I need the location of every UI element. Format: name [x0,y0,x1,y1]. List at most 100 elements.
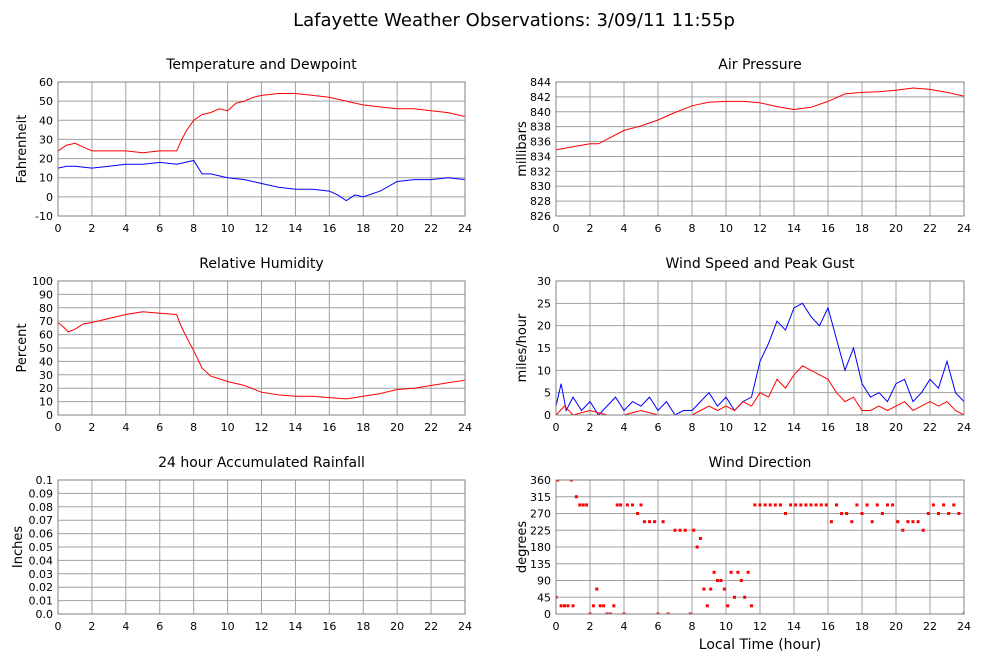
wind-direction-title: Wind Direction [709,455,812,471]
wind-direction-point [750,604,753,608]
wind-direction-point [702,587,706,591]
wind-speed-series-group [556,302,964,415]
rainfall-xtick-label: 10 [221,620,235,633]
pressure-ytick-label: 832 [530,165,551,178]
wind-direction-point [639,503,643,507]
wind-direction-point [829,520,833,524]
wind-direction-point [605,612,609,614]
wind-direction-point [778,503,782,507]
wind-direction-point [952,503,956,507]
wind-direction-point [571,604,575,608]
pressure-ytick-label: 826 [530,210,551,223]
wind-direction-point [845,512,849,515]
rainfall-y-axis-label: Inches [11,526,26,568]
wind-direction-xtick-label: 0 [553,620,560,633]
wind-direction-point [612,604,616,608]
wind-direction-point [753,503,757,507]
wind-direction-point [824,503,828,507]
wind-speed-ytick-label: 10 [537,364,551,377]
humidity-ytick-label: 20 [39,382,53,395]
wind-direction-point [758,503,762,507]
wind-direction-point [875,503,879,507]
rainfall-ytick-label: 0.01 [29,595,54,608]
wind-direction-point [736,570,740,574]
rainfall-xtick-label: 2 [88,620,95,633]
wind-speed-series-blue [556,302,964,415]
temperature-ytick-label: 30 [39,133,53,146]
pressure-xtick-label: 18 [855,222,869,235]
temperature-title: Temperature and Dewpoint [165,57,357,73]
wind-direction-point [578,503,582,507]
wind-direction-point [656,612,660,614]
temperature-y-axis-label: Fahrenheit [15,115,30,184]
pressure-tick-labels: 0 2 4 6 8 10 12 14 16 18 20 22 248268288308328348368… [530,76,971,235]
wind-direction-point [901,528,905,532]
wind-direction-point [636,512,640,515]
temperature-ytick-label: 0 [46,191,53,204]
pressure-xtick-label: 2 [587,222,594,235]
humidity-title: Relative Humidity [199,256,323,272]
wind-direction-point [746,570,750,574]
wind-direction-xtick-label: 12 [753,620,767,633]
rainfall-xtick-label: 4 [122,620,129,633]
wind-direction-point [804,503,808,507]
wind-direction-xtick-label: 8 [689,620,696,633]
wind-direction-point [729,570,733,574]
humidity-xtick-label: 24 [458,421,472,434]
rainfall-xtick-label: 16 [322,620,336,633]
rainfall-xtick-label: 14 [288,620,302,633]
wind-speed-ytick-label: 15 [537,342,551,355]
humidity-ytick-label: 10 [39,396,53,409]
pressure-xtick-label: 24 [957,222,971,235]
rainfall-title: 24 hour Accumulated Rainfall [158,455,365,471]
humidity-series-group [58,311,465,400]
wind-direction-point [581,503,585,507]
wind-direction-point [840,512,844,515]
temperature-ytick-label: 50 [39,95,53,108]
wind-direction-point [937,512,940,515]
wind-direction-point [916,520,920,524]
rainfall-xtick-label: 20 [390,620,404,633]
rainfall-ytick-label: 0.07 [29,514,54,527]
rainfall-tick-labels: 0 2 4 6 8 10 12 14 16 18 20 22 240.00.010.020.030.04… [29,474,473,633]
wind-direction-point [566,604,570,608]
wind-speed-xtick-label: 16 [821,421,835,434]
wind-direction-point [726,604,730,608]
wind-direction-xtick-label: 22 [923,620,937,633]
rainfall-ytick-label: 0.08 [29,501,54,514]
temperature-xtick-label: 14 [288,222,302,235]
temperature-ytick-label: 20 [39,153,53,166]
rainfall-ytick-label: 0.1 [36,474,54,487]
pressure-xtick-label: 14 [787,222,801,235]
pressure-ytick-label: 842 [530,91,551,104]
humidity-ytick-label: 80 [39,302,53,315]
wind-direction-xtick-label: 10 [719,620,733,633]
page-title: Lafayette Weather Observations: 3/09/11 … [293,10,735,31]
wind-speed-title: Wind Speed and Peak Gust [666,256,855,272]
wind-direction-point [622,612,626,614]
wind-direction-point [666,612,670,614]
wind-direction-tick-labels: 0 2 4 6 8 10 12 14 16 18 20 22 240459013518022527031… [530,474,971,633]
wind-direction-point [773,503,777,507]
wind-direction-xtick-label: 18 [855,620,869,633]
temperature-xtick-label: 0 [55,222,62,235]
wind-direction-point [688,612,692,614]
wind-direction-point [870,520,874,524]
pressure-xtick-label: 12 [753,222,767,235]
wind-direction-point [631,503,634,507]
wind-direction-point [814,503,818,507]
wind-direction-point [615,503,619,507]
humidity-xtick-label: 4 [122,421,129,434]
humidity-ytick-label: 100 [32,275,53,288]
wind-direction-frame [555,479,965,615]
wind-direction-point [591,604,595,608]
wind-direction-point [653,520,657,524]
wind-direction-point [926,512,930,515]
wind-speed-y-axis-label: miles/hour [515,313,530,382]
temperature-ytick-label: 40 [39,114,53,127]
wind-speed-series-red [556,365,964,415]
rainfall-ytick-label: 0.02 [29,581,54,594]
wind-direction-point [850,520,854,524]
